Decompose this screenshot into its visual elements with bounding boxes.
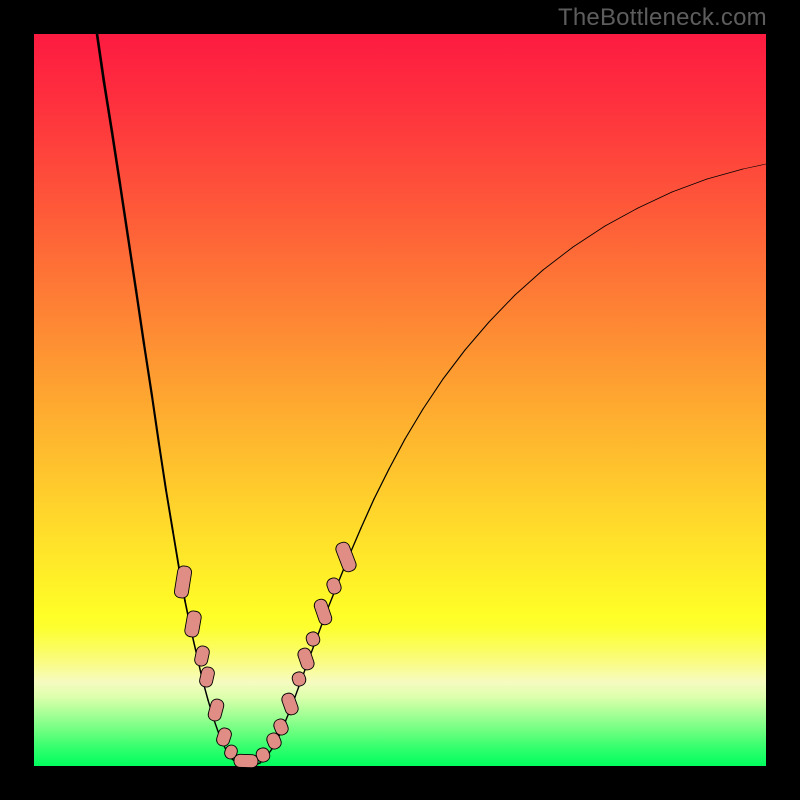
curve-layer	[34, 34, 766, 766]
data-marker	[194, 645, 211, 667]
watermark-text: TheBottleneck.com	[558, 4, 767, 32]
data-marker	[234, 754, 258, 768]
data-marker	[174, 565, 193, 599]
data-marker	[184, 610, 202, 638]
data-marker	[280, 691, 300, 716]
data-marker	[334, 540, 358, 573]
data-marker-cluster	[174, 540, 358, 767]
data-marker	[291, 670, 308, 687]
data-marker	[198, 666, 215, 688]
data-marker	[207, 698, 225, 723]
